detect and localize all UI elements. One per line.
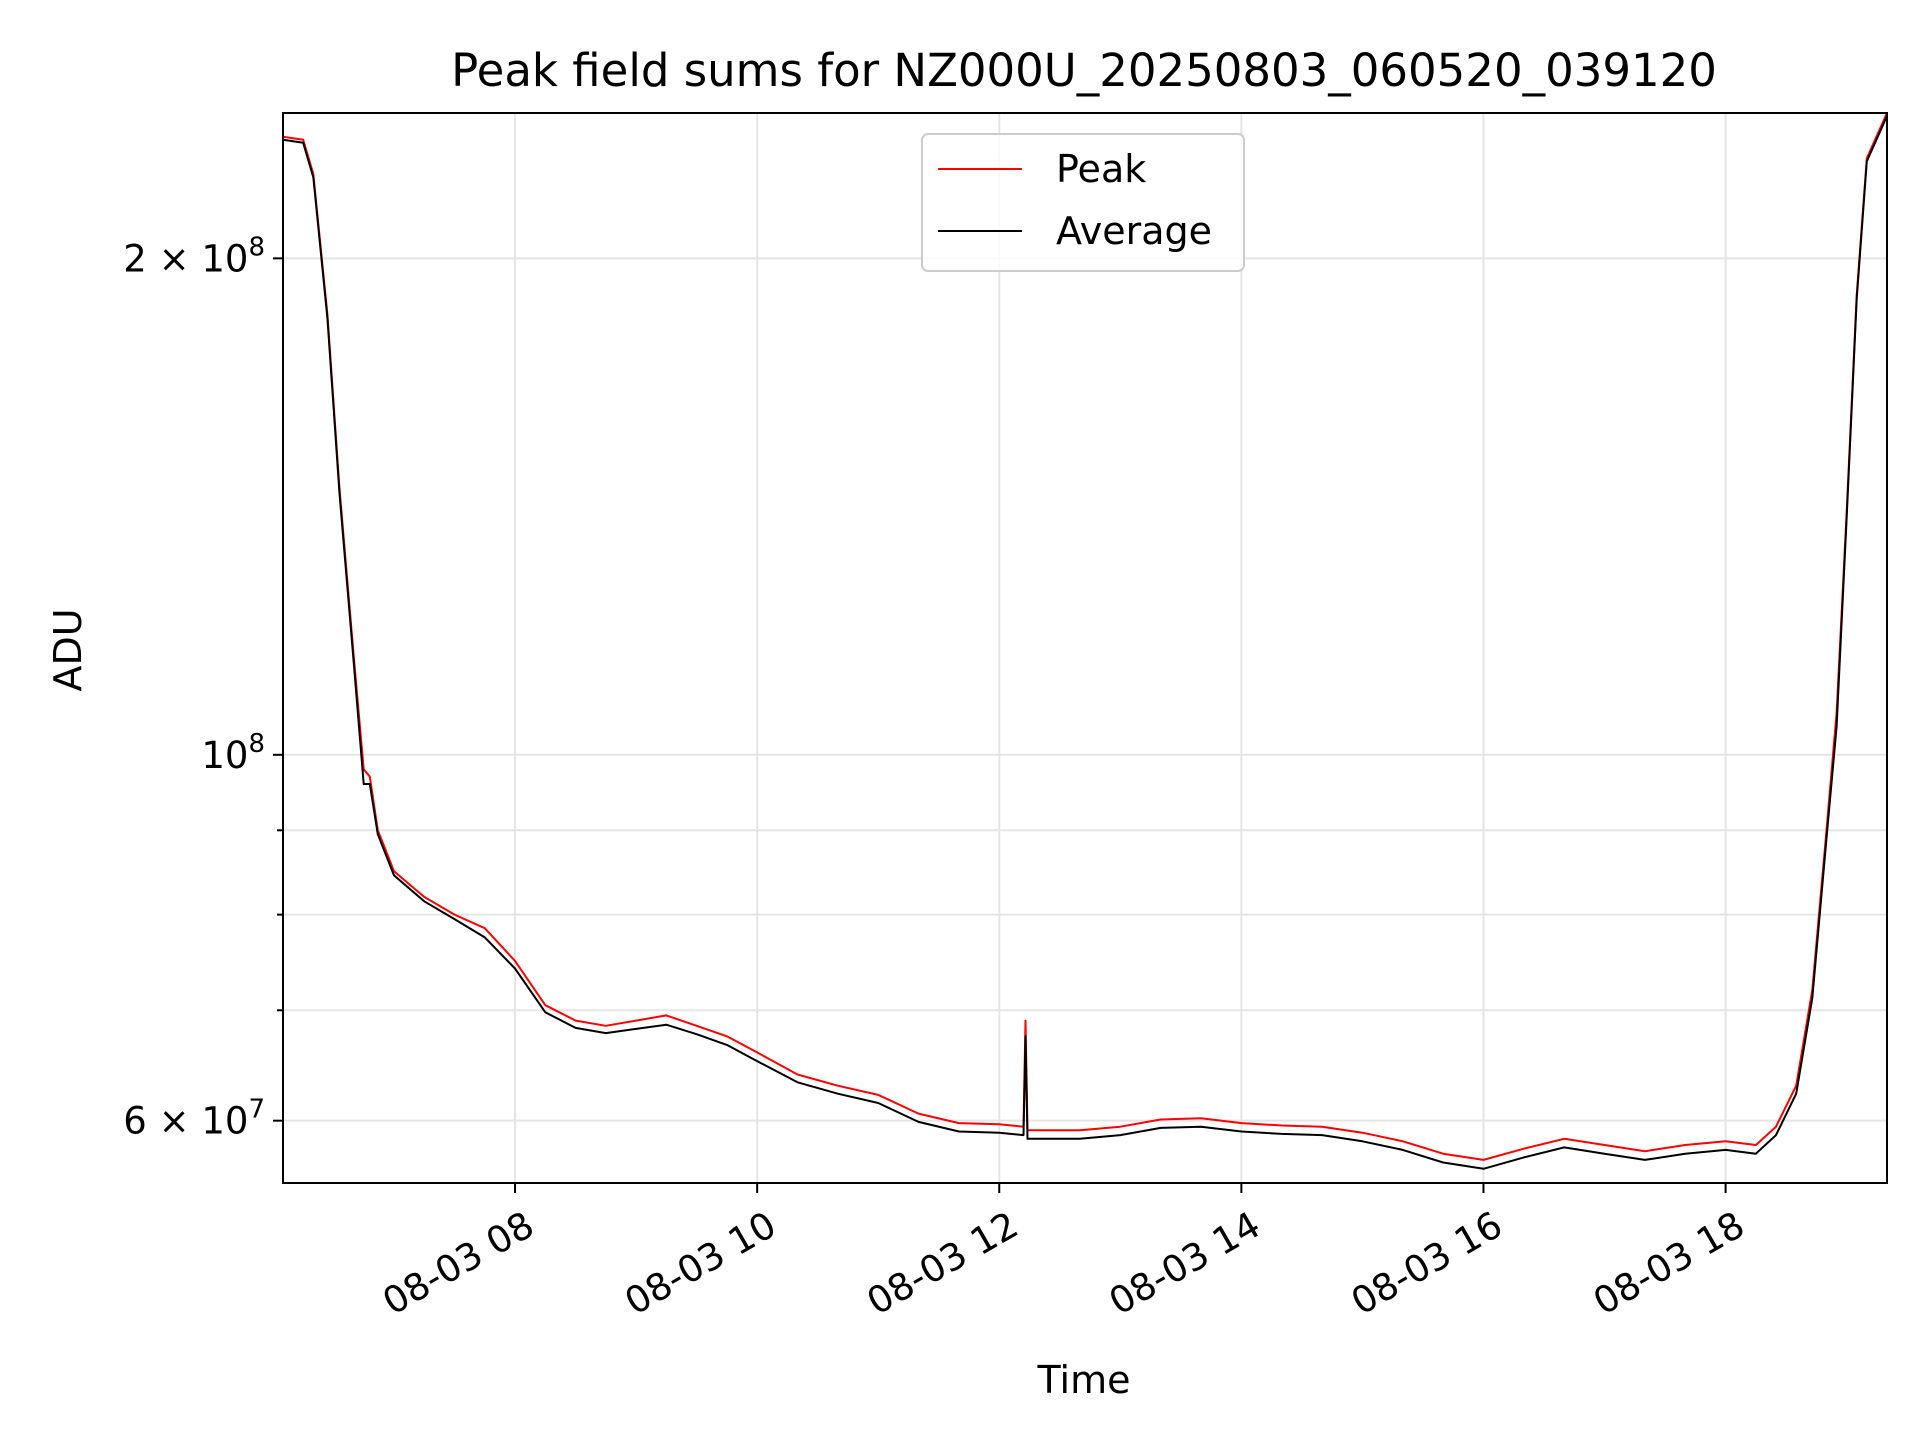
legend-label-peak: Peak [1056,147,1146,191]
y-tick-label: 6 × 107 [123,1095,265,1143]
y-axis: 6 × 107 108 2 × 108 [123,232,283,1143]
legend-label-average: Average [1056,209,1212,253]
chart-title: Peak field sums for NZ000U_20250803_0605… [451,44,1717,97]
series-layer [283,113,1887,1170]
series-line-average [283,115,1887,1170]
y-tick-label: 108 [201,729,265,777]
legend: Peak Average [921,133,1245,272]
y-tick-label: 2 × 108 [123,232,265,280]
grid [283,113,1887,1183]
y-axis-label: ADU [46,608,90,691]
x-axis-label: Time [1037,1358,1131,1402]
plot-frame [282,112,1888,1184]
